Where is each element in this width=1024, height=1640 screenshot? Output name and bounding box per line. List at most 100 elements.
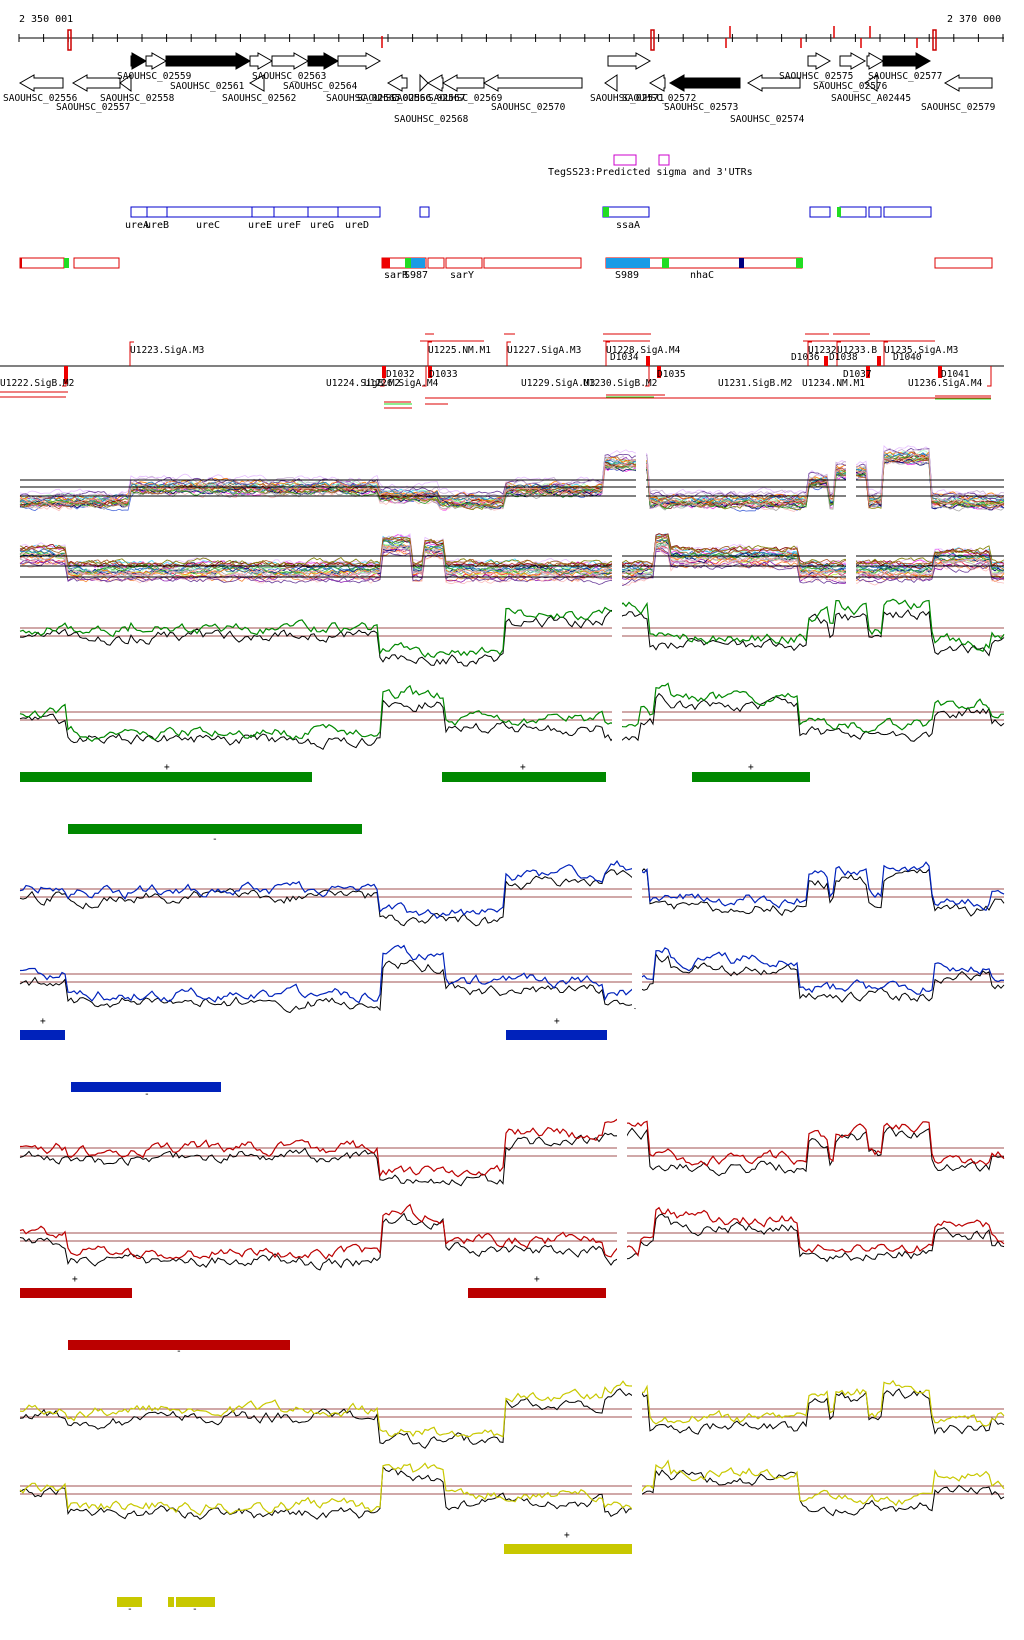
tss-label: D1033 (429, 369, 458, 380)
transcript-segment (382, 258, 390, 268)
operon-box (130, 206, 148, 218)
gene-label: SAOUHSC_02561 (170, 81, 245, 92)
yellow-trace (19, 1459, 1005, 1516)
tegs-feature (613, 154, 637, 166)
gene-arrow (145, 52, 168, 70)
tss-label: U1229.SigA.M3 (521, 378, 595, 389)
gene-arrow (337, 52, 382, 70)
red-segment-minus (68, 1340, 290, 1350)
strand-sign: + (534, 1274, 540, 1285)
ruler-mark (650, 29, 655, 51)
strand-sign: - (144, 1089, 150, 1100)
ruler-start-label: 2 350 001 (19, 14, 73, 25)
yellow-trace (19, 1379, 1005, 1438)
segment-bars (20, 772, 810, 1607)
operon-box (883, 206, 932, 218)
tss-marker (64, 366, 68, 384)
tss-label: D1040 (893, 352, 922, 363)
gene-arrow (248, 74, 265, 92)
gene-label: SAOUHSC_02556 (3, 93, 78, 104)
transcript-segment (606, 258, 650, 268)
tss-label: U1225.NM.M1 (428, 345, 491, 356)
condition-trace (19, 453, 1005, 507)
gene-arrow (648, 74, 666, 92)
tss-label: U1232 (808, 345, 837, 356)
ruler-ticks (18, 34, 1004, 42)
transcript-box (73, 257, 120, 269)
operon-label: ureC (196, 220, 220, 231)
tss-arrow (422, 366, 427, 387)
condition-trace (19, 449, 1005, 504)
green-segment-plus (20, 772, 312, 782)
yellow-segment-minus (176, 1597, 215, 1607)
tss-label: D1037 (843, 369, 872, 380)
track-gap (632, 1363, 642, 1520)
tss-label: U1235.SigA.M3 (884, 345, 958, 356)
gene-arrow (165, 52, 252, 70)
condition-trace (19, 539, 1005, 578)
gene-label: SAOUHSC_02564 (283, 81, 358, 92)
yellow-segment-minus (117, 1597, 142, 1607)
tss-label: U1224.SigB.M2 (326, 378, 400, 389)
condition-trace (19, 459, 1005, 512)
red-segment-plus (468, 1288, 606, 1298)
gene-arrow (839, 52, 867, 70)
green-segment-minus (68, 824, 362, 834)
ruler-marks (67, 26, 937, 51)
ruler-end-label: 2 370 000 (947, 14, 1001, 25)
green-segment-plus (692, 772, 810, 782)
blue-trace (19, 860, 1005, 920)
condition-trace (19, 534, 1005, 570)
operon-box (868, 206, 882, 218)
condition-trace (19, 542, 1005, 577)
tss-label: D1036 (791, 352, 820, 363)
tss-arrow (807, 341, 812, 366)
strand-sign: - (212, 834, 218, 845)
gene-arrow (746, 74, 801, 92)
tss-label: D1034 (610, 352, 639, 363)
transcript-label: S987 (404, 270, 428, 281)
transcript-box (445, 257, 483, 269)
gene-label: SAOUHSC_02562 (222, 93, 296, 104)
gene-arrow (807, 52, 832, 70)
track-gap (617, 1102, 627, 1267)
green-expression-track (19, 582, 1005, 751)
track-gap (612, 582, 622, 746)
gene-arrow (943, 74, 993, 92)
tss-label: D1032 (386, 369, 415, 380)
operon-marker (837, 207, 841, 217)
control-trace (19, 609, 1005, 667)
strand-sign: - (127, 1604, 133, 1615)
transcript-label: S989 (615, 270, 639, 281)
control-trace (19, 1212, 1005, 1271)
transcript-label: nhaC (690, 270, 714, 281)
transcript-segment (796, 258, 803, 268)
tegs-track: TegSS23:Predicted sigma and 3'UTRs (548, 154, 753, 178)
transcript-box (19, 257, 65, 269)
tss-label: U1223.SigA.M3 (130, 345, 204, 356)
strand-sign: + (748, 762, 754, 773)
operon-box (273, 206, 309, 218)
green-trace (19, 682, 1004, 742)
control-trace (19, 1125, 1005, 1187)
blue-segment-plus (20, 1030, 65, 1040)
track-gap (846, 520, 856, 600)
condition-heat-track-1 (19, 440, 1005, 520)
strand-sign: - (192, 1604, 198, 1615)
tss-label: D1038 (829, 352, 858, 363)
gene-arrow (130, 52, 148, 70)
gene-label: SAOUHSC_02566 (357, 93, 432, 104)
yellow-segment-minus (168, 1597, 174, 1607)
gene-arrow (119, 74, 132, 92)
condition-trace (19, 447, 1005, 502)
gene-label: SAOUHSC_02575 (779, 71, 853, 82)
blue-expression-track (19, 843, 1005, 1014)
transcript-segment (411, 258, 425, 268)
control-trace (19, 1465, 1005, 1520)
expression-tracks (19, 440, 1005, 1520)
gene-arrow (271, 52, 310, 70)
tss-label: U1222.SigB.M2 (0, 378, 74, 389)
red-trace (19, 1118, 1005, 1178)
operon-label: ureA (125, 220, 149, 231)
gene-label: SAOUHSC_02577 (868, 71, 942, 82)
